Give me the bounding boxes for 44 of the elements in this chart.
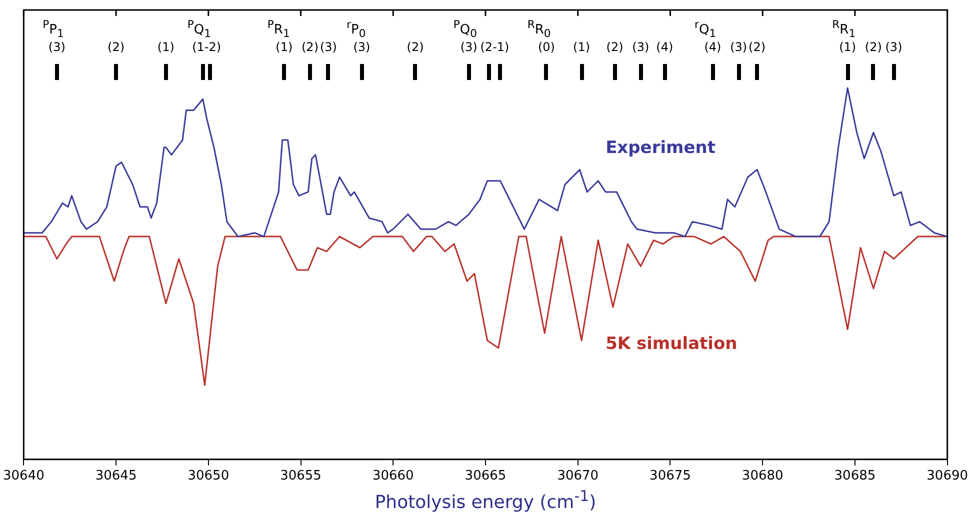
text: (2) — [864, 40, 882, 54]
text: (3) — [730, 40, 748, 54]
x-tick-label: 30645 — [95, 468, 137, 484]
text: (2) — [406, 40, 424, 54]
text: (2) — [108, 40, 125, 54]
text: (0) — [538, 40, 555, 54]
text: (1-2) — [192, 40, 222, 54]
x-tick-label: 30660 — [372, 468, 414, 484]
text: (2) — [606, 40, 624, 54]
text: (2-1) — [480, 40, 510, 54]
text: (4) — [704, 40, 722, 54]
x-tick-label: 30670 — [557, 468, 599, 484]
x-tick-label: 30675 — [650, 468, 691, 484]
text: (1) — [276, 40, 293, 54]
text: (1) — [839, 40, 856, 54]
series-label: Experiment — [606, 138, 716, 158]
x-tick-label: 30650 — [188, 468, 230, 484]
x-tick-label: 30690 — [926, 468, 968, 484]
text: (1) — [157, 40, 174, 54]
x-tick-label: 30680 — [742, 468, 784, 484]
text: (3) — [460, 40, 478, 54]
series-label: 5K simulation — [606, 334, 738, 354]
text: $^{P}$R$_{1}$ — [267, 18, 290, 40]
text: (2) — [748, 40, 766, 54]
x-axis-title: Photolysis energy (cm$^{-1}$) — [374, 487, 598, 513]
text: (3) — [632, 40, 650, 54]
text: $^{P}$Q$_{1}$ — [187, 18, 211, 40]
x-tick-label: 30655 — [280, 468, 322, 484]
text: $^{r}$Q$_{1}$ — [694, 18, 716, 40]
text: (4) — [656, 40, 674, 54]
text: (3) — [885, 40, 902, 54]
text: (3) — [353, 40, 370, 54]
text: (3) — [48, 40, 66, 54]
text: (2) — [302, 40, 318, 54]
text: (3) — [320, 40, 337, 54]
text: $^{P}$Q$_{0}$ — [453, 18, 477, 40]
x-tick-label: 30685 — [834, 468, 876, 484]
text: $^{r}$P$_{0}$ — [346, 18, 366, 40]
x-tick-label: 30640 — [3, 468, 44, 484]
text: (1) — [573, 40, 590, 54]
text: $^{P}$P$_{1}$ — [42, 18, 64, 40]
text: $^{R}$R$_{0}$ — [527, 18, 551, 40]
text: $^{R}$R$_{1}$ — [832, 18, 856, 40]
x-tick-label: 30665 — [464, 468, 506, 484]
